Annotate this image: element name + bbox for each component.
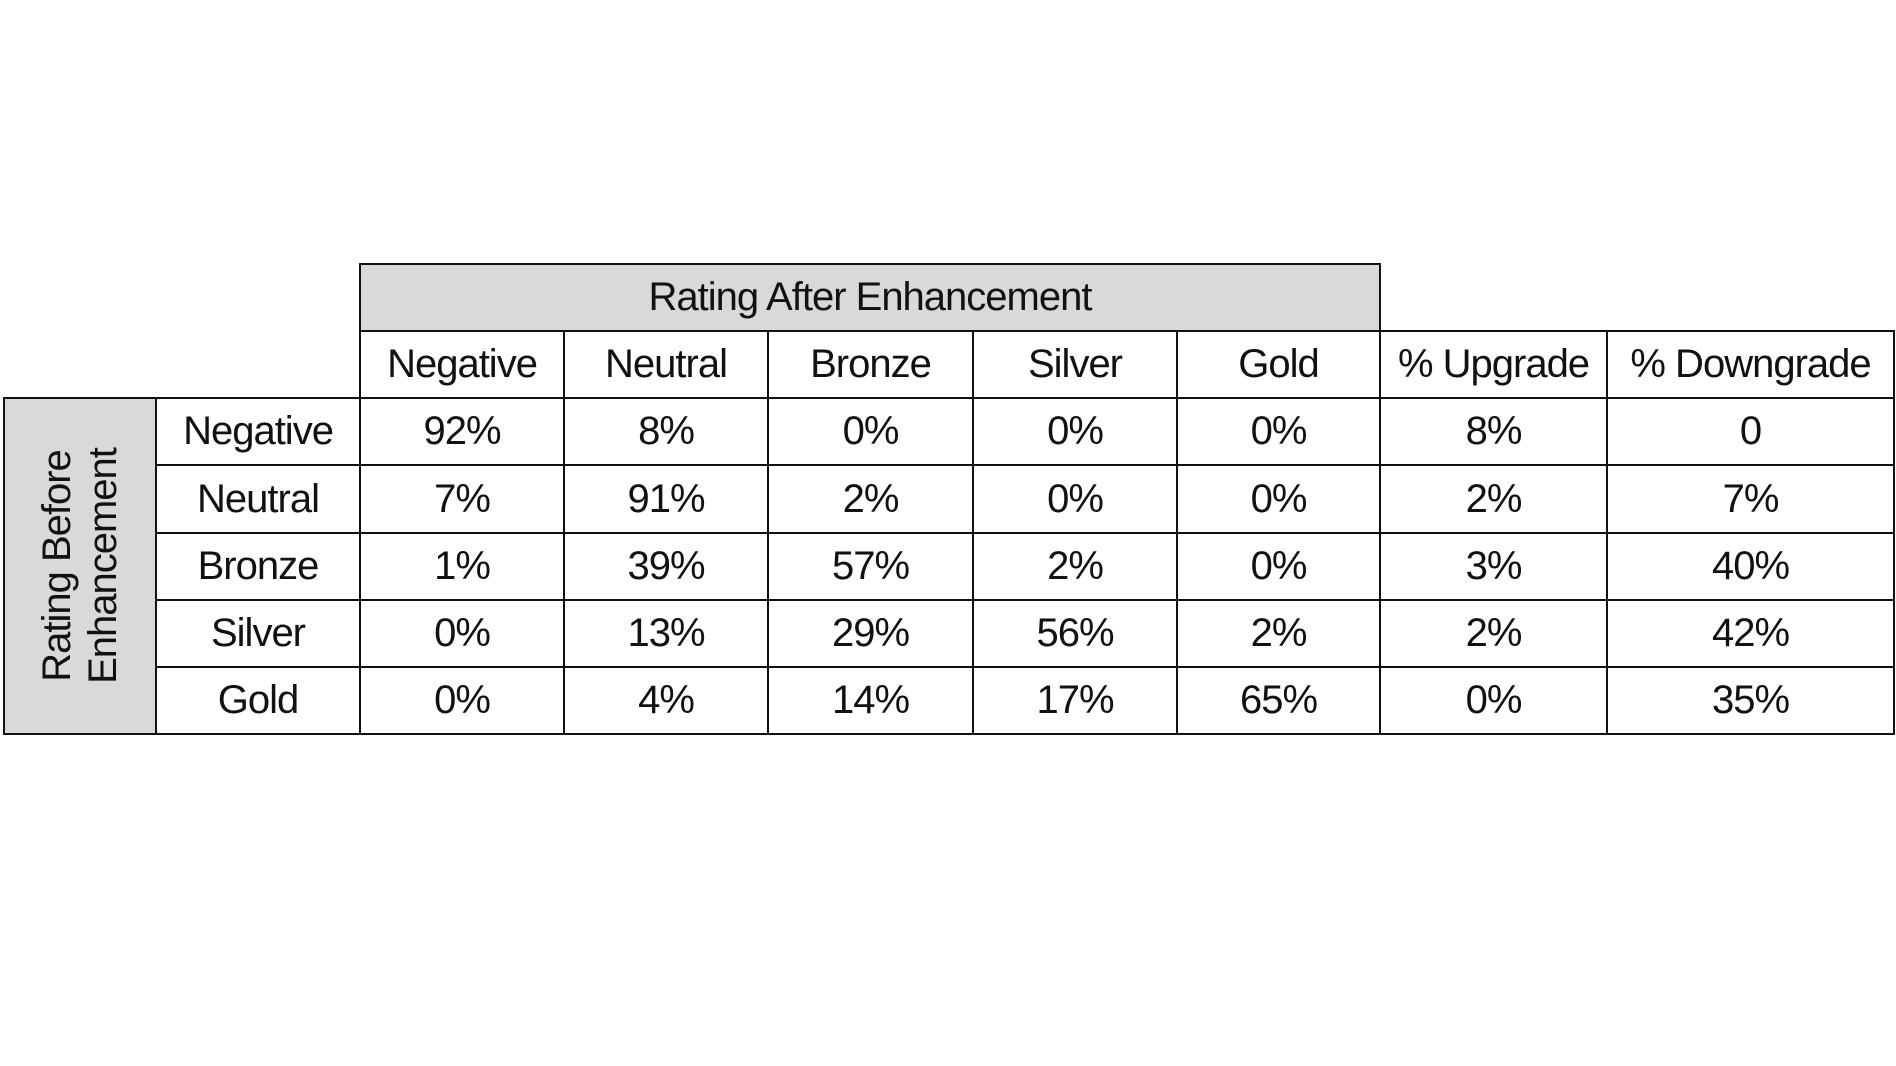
table-cell: 40% [1606,532,1895,601]
table-cell: 1% [359,532,565,601]
table-cell: 35% [1606,666,1895,735]
table-cell: 91% [563,464,769,534]
row-label-silver: Silver [155,599,361,668]
table-cell: 17% [972,666,1178,735]
table-cell: 4% [563,666,769,735]
table-cell: 0% [972,464,1178,534]
table-cell: 2% [972,532,1178,601]
row-label-negative: Negative [155,397,361,466]
table-cell: 0% [972,397,1178,466]
row-label-bronze: Bronze [155,532,361,601]
table-cell: 2% [1379,464,1608,534]
col-header-bronze: Bronze [767,330,974,399]
table-cell: 56% [972,599,1178,668]
table-cell: 2% [767,464,974,534]
table-cell: 42% [1606,599,1895,668]
row-group-header-line2: Enhancement [81,448,125,684]
col-header-silver: Silver [972,330,1178,399]
table-cell: 8% [1379,397,1608,466]
table-cell: 13% [563,599,769,668]
row-label-neutral: Neutral [155,464,361,534]
col-header-downgrade: % Downgrade [1606,330,1895,399]
table-cell: 7% [1606,464,1895,534]
table-cell: 29% [767,599,974,668]
table-cell: 65% [1176,666,1381,735]
col-header-negative: Negative [359,330,565,399]
table-cell: 0% [1176,464,1381,534]
table-cell: 0% [359,666,565,735]
row-group-header: Rating Before Enhancement [3,397,157,735]
table-cell: 0 [1606,397,1895,466]
table-cell: 8% [563,397,769,466]
table-cell: 3% [1379,532,1608,601]
col-header-gold: Gold [1176,330,1381,399]
table-cell: 0% [767,397,974,466]
row-group-header-line1: Rating Before [35,450,79,682]
table-cell: 57% [767,532,974,601]
table-cell: 2% [1379,599,1608,668]
table-cell: 14% [767,666,974,735]
table-cell: 92% [359,397,565,466]
table-cell: 0% [359,599,565,668]
table-cell: 0% [1379,666,1608,735]
table-cell: 2% [1176,599,1381,668]
col-header-upgrade: % Upgrade [1379,330,1608,399]
table-cell: 0% [1176,532,1381,601]
col-group-header: Rating After Enhancement [359,263,1381,332]
row-label-gold: Gold [155,666,361,735]
table-cell: 39% [563,532,769,601]
col-header-neutral: Neutral [563,330,769,399]
table-cell: 0% [1176,397,1381,466]
table-cell: 7% [359,464,565,534]
